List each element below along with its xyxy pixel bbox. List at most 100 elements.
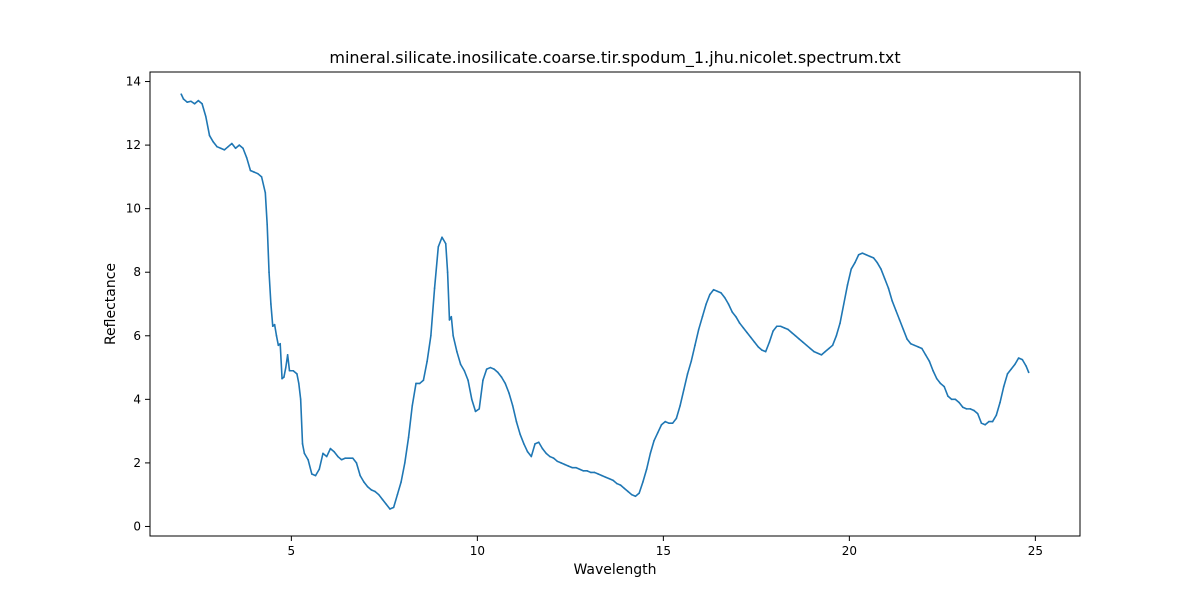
data-point — [590, 471, 592, 474]
data-point — [909, 342, 912, 345]
data-point — [593, 471, 596, 474]
data-point — [201, 102, 203, 105]
data-point — [500, 376, 503, 378]
data-point — [921, 347, 923, 350]
data-point — [264, 191, 267, 194]
data-point — [407, 436, 410, 439]
data-point — [456, 350, 458, 353]
data-point — [470, 398, 473, 401]
data-point — [753, 341, 756, 343]
data-point — [400, 481, 402, 483]
data-point — [857, 253, 860, 256]
data-point — [411, 404, 414, 407]
data-point — [694, 344, 696, 347]
data-point — [298, 382, 300, 385]
data-point — [366, 485, 369, 488]
data-point — [787, 328, 789, 331]
y-tick-label: 10 — [126, 202, 141, 216]
data-point — [690, 360, 693, 363]
data-point — [839, 322, 841, 324]
data-point — [917, 346, 919, 348]
data-point — [902, 328, 905, 331]
data-point — [924, 354, 927, 356]
data-point — [935, 377, 938, 380]
data-point — [980, 422, 983, 424]
data-point — [508, 392, 510, 394]
data-point — [351, 457, 354, 459]
y-tick-label: 6 — [133, 329, 141, 343]
data-point — [268, 271, 270, 274]
data-point — [489, 366, 492, 369]
data-point — [608, 477, 611, 480]
data-point — [675, 417, 678, 420]
data-point — [463, 369, 466, 372]
data-point — [552, 457, 555, 459]
data-point — [511, 404, 514, 407]
data-point — [208, 134, 211, 137]
plot-area-frame — [149, 71, 1081, 537]
data-point — [459, 363, 462, 366]
data-point — [813, 350, 815, 353]
data-point — [597, 473, 600, 475]
data-point — [638, 492, 640, 494]
data-point — [746, 331, 748, 334]
data-point — [227, 145, 229, 148]
data-point — [404, 462, 406, 464]
data-point — [231, 142, 233, 145]
data-point — [861, 252, 864, 254]
data-point — [712, 288, 715, 291]
data-point — [824, 350, 826, 353]
x-tick-label: 15 — [656, 544, 671, 558]
data-point — [314, 474, 317, 477]
data-point — [887, 287, 890, 289]
data-point — [474, 410, 477, 413]
data-point — [995, 414, 998, 417]
data-point — [891, 300, 893, 302]
data-point — [433, 287, 436, 289]
data-point — [296, 373, 298, 375]
data-point — [776, 325, 778, 328]
data-point — [563, 463, 566, 466]
data-point — [757, 346, 760, 348]
data-point — [446, 271, 449, 274]
data-point — [493, 368, 495, 370]
data-point — [627, 490, 629, 493]
data-point — [279, 342, 282, 345]
data-point — [768, 341, 771, 343]
data-point — [842, 303, 845, 305]
data-point — [999, 401, 1001, 404]
data-point — [642, 481, 644, 483]
data-point — [816, 352, 819, 355]
data-point — [831, 344, 834, 347]
data-point — [422, 379, 425, 382]
data-point — [575, 466, 577, 469]
data-point — [370, 489, 373, 491]
data-point — [660, 423, 663, 426]
data-point — [794, 334, 797, 337]
data-point — [273, 323, 276, 326]
data-point — [389, 508, 391, 510]
data-point — [275, 334, 278, 337]
data-point — [415, 382, 417, 385]
data-point — [616, 482, 618, 485]
data-point — [270, 303, 272, 305]
data-point — [578, 468, 581, 471]
data-point — [1027, 371, 1030, 374]
data-point — [523, 443, 525, 445]
data-point — [216, 145, 218, 148]
data-point — [709, 293, 711, 296]
data-point — [1006, 373, 1009, 375]
data-point — [515, 420, 518, 423]
data-point — [850, 268, 853, 270]
data-point — [586, 470, 588, 472]
data-point — [266, 223, 268, 226]
data-point — [223, 149, 226, 151]
data-point — [958, 401, 960, 404]
data-point — [742, 327, 745, 329]
data-point — [828, 347, 830, 350]
data-point — [701, 315, 704, 318]
data-point — [288, 369, 291, 372]
data-point — [205, 115, 207, 118]
data-point — [954, 398, 957, 401]
data-point — [939, 382, 942, 385]
